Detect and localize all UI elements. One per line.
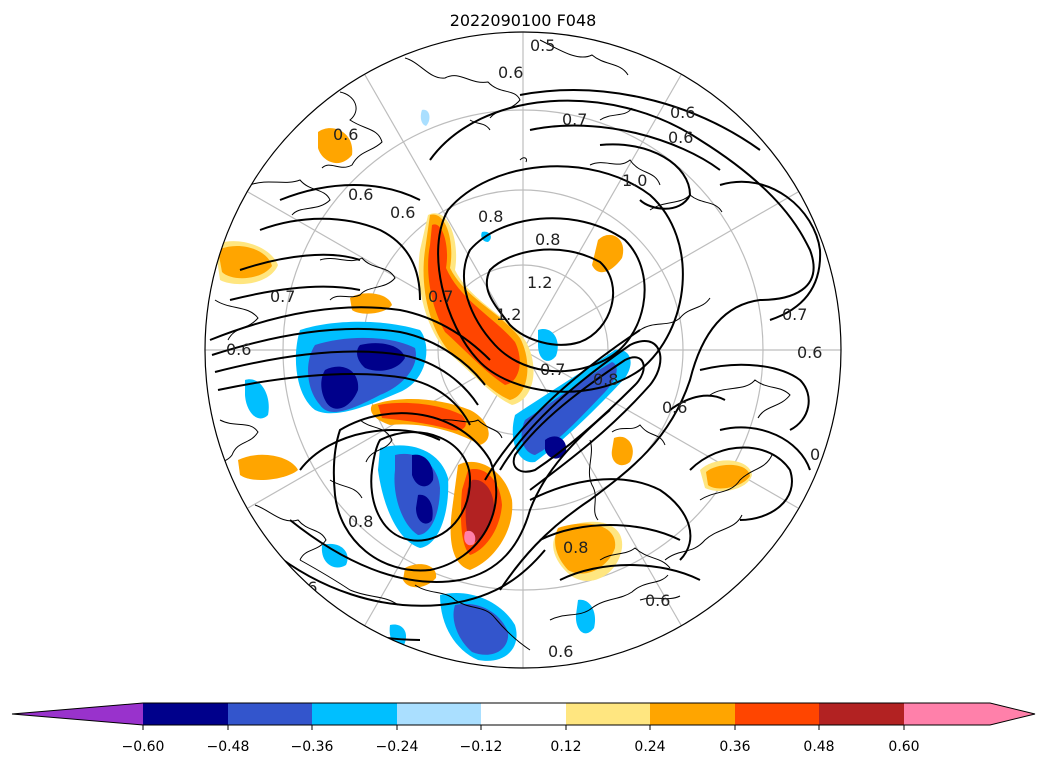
contour-label: 0.6	[797, 343, 822, 362]
contour-label: 0.8	[478, 207, 503, 226]
contour-label: 0.8	[563, 538, 588, 557]
colorbar-tick-label: −0.12	[460, 739, 503, 755]
colorbar-extend-high	[990, 703, 1035, 725]
polar-map-area: 0.5 0.6 0.7 0.6 0.6 1.0 0.6 0.6 0.6 0.8 …	[205, 32, 841, 668]
contour-label: 0.6	[645, 591, 670, 610]
colorbar-tick-label: −0.60	[122, 739, 165, 755]
colorbar-bin	[143, 703, 228, 725]
colorbar-tick-label: 0.24	[634, 739, 665, 755]
colorbar-tick-label: 0.48	[803, 739, 834, 755]
colorbar-bin	[312, 703, 397, 725]
contour-label: 0.5	[530, 36, 555, 55]
contour-label: 0.6	[548, 642, 573, 661]
contour-label: 0.6	[670, 103, 695, 122]
colorbar-tick-label: −0.24	[376, 739, 419, 755]
contour-label: 1.2	[496, 305, 521, 324]
contour-label: 0.6	[668, 128, 693, 147]
colorbar-tick-marks	[142, 725, 905, 730]
contour-label: 0.7	[782, 305, 807, 324]
colorbar-tick-label: −0.48	[207, 739, 250, 755]
contour-label: 0.6	[333, 125, 358, 144]
colorbar-bin	[481, 703, 566, 725]
colorbar-bin	[735, 703, 819, 725]
colorbar-tick-label: 0.36	[719, 739, 750, 755]
contour-label: 0.8	[348, 512, 373, 531]
contour-lines	[209, 89, 822, 641]
contour-label-group: 0.5 0.6 0.7 0.6 0.6 1.0 0.6 0.6 0.6 0.8 …	[226, 36, 835, 661]
contour-label: 0.6	[662, 398, 687, 417]
contour-label: 0.6	[390, 203, 415, 222]
colorbar-bin	[819, 703, 904, 725]
contour-label: 0.6	[348, 185, 373, 204]
contour-label: 0.6	[226, 340, 251, 359]
contour-label: 1.0	[622, 171, 647, 190]
contour-label: 0.7	[428, 287, 453, 306]
colorbar-bin	[397, 703, 481, 725]
anomaly-fills	[215, 109, 752, 661]
colorbar-tick-label: 0.12	[550, 739, 581, 755]
colorbar-tick-labels: −0.60 −0.48 −0.36 −0.24 −0.12 0.12 0.24 …	[122, 739, 920, 755]
contour-label: 0.8	[593, 370, 618, 389]
contour-label: 1.2	[527, 273, 552, 292]
colorbar-bin	[904, 703, 990, 725]
colorbar-bin	[566, 703, 650, 725]
map-title: 2022090100 F048	[450, 11, 597, 30]
contour-label: 0.8	[535, 230, 560, 249]
colorbar: −0.60 −0.48 −0.36 −0.24 −0.12 0.12 0.24 …	[11, 702, 1036, 755]
coastlines	[209, 39, 791, 651]
colorbar-tick-label: −0.36	[291, 739, 334, 755]
colorbar-bin	[228, 703, 312, 725]
contour-label: 0.7	[270, 287, 295, 306]
colorbar-bin	[650, 703, 735, 725]
contour-label: 0.6	[498, 63, 523, 82]
contour-label: 0.7	[540, 360, 565, 379]
map-boundary	[204, 31, 842, 669]
colorbar-tick-label: 0.60	[888, 739, 919, 755]
colorbar-extend-low	[12, 703, 143, 725]
contour-label: 0.7	[562, 110, 587, 129]
